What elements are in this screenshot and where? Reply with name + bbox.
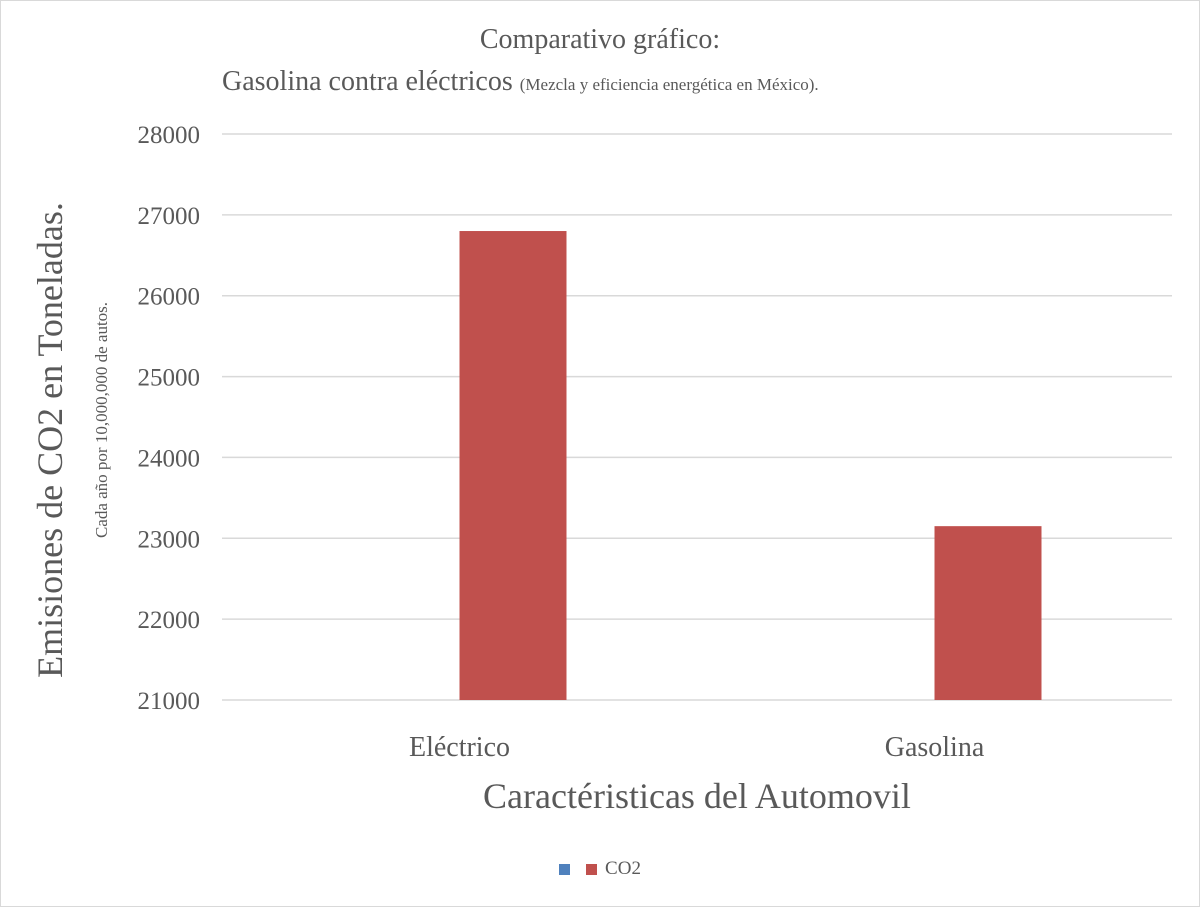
- x-tick-label: Eléctrico: [409, 732, 510, 763]
- y-tick-label: 25000: [138, 365, 201, 392]
- y-tick-label: 27000: [138, 203, 201, 230]
- subtitle-note: (Mezcla y eficiencia energética en Méxic…: [519, 75, 819, 94]
- chart-subtitle: Gasolina contra eléctricos (Mezcla y efi…: [222, 66, 819, 98]
- y-tick-label: 24000: [138, 445, 201, 472]
- bar-co2-1: [934, 526, 1042, 700]
- y-tick-label: 23000: [138, 526, 201, 553]
- y-tick-label: 26000: [138, 284, 201, 311]
- chart-title: Comparativo gráfico:: [479, 24, 721, 55]
- legend-swatch-co2: [586, 863, 598, 875]
- legend-label-co2: CO2: [605, 858, 641, 879]
- y-tick-label: 21000: [138, 688, 201, 715]
- bar-co2-0: [459, 231, 567, 700]
- y-tick-label: 22000: [138, 607, 201, 634]
- legend-swatch-series-1: [559, 863, 571, 875]
- x-tick-label: Gasolina: [885, 732, 985, 763]
- legend: CO2: [0, 858, 1200, 880]
- x-axis-title: Caractéristicas del Automovil: [483, 776, 911, 816]
- y-tick-label: 28000: [138, 122, 201, 149]
- subtitle-main: Gasolina contra eléctricos: [222, 66, 513, 97]
